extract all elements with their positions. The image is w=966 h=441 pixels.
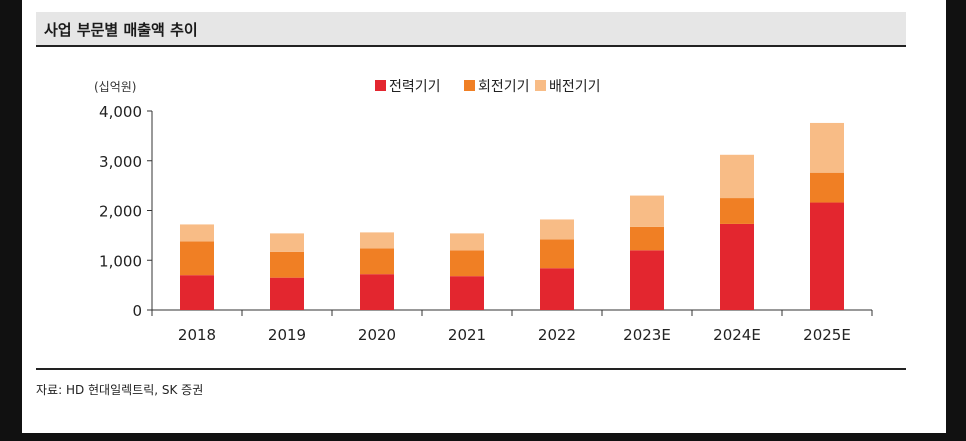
y-tick-label: 4,000 — [99, 103, 142, 121]
bar-segment — [360, 248, 394, 275]
legend-swatch — [535, 80, 546, 91]
title-bar: 사업 부문별 매출액 추이 — [36, 12, 906, 47]
bar-segment — [540, 239, 574, 269]
x-tick-label: 2019 — [268, 326, 306, 344]
bar-segment — [810, 172, 844, 203]
bar-segment — [450, 233, 484, 251]
x-tick-label: 2022 — [538, 326, 576, 344]
x-tick-label: 2021 — [448, 326, 486, 344]
bar-segment — [720, 154, 754, 199]
chart-card: 사업 부문별 매출액 추이 (십억원) 0 1,000 2,000 3,000 4,000… — [22, 0, 946, 433]
chart-title: 사업 부문별 매출액 추이 — [44, 21, 198, 39]
y-unit-label: (십억원) — [94, 80, 136, 94]
y-tick-label: 3,000 — [99, 153, 142, 171]
bar-segment — [270, 277, 304, 310]
bar-segment — [360, 232, 394, 249]
bar-segment — [270, 233, 304, 252]
legend-label: 전력기기 — [389, 79, 441, 95]
legend-label: 회전기기 — [478, 79, 530, 95]
bar-segment — [180, 224, 214, 242]
bar-segment — [810, 122, 844, 173]
legend-swatch — [464, 80, 475, 91]
bar-segment — [360, 274, 394, 310]
bar-segment — [630, 195, 664, 227]
y-tick-label: 2,000 — [99, 203, 142, 221]
bar-segment — [630, 226, 664, 251]
legend-label: 배전기기 — [549, 79, 601, 95]
bar-segment — [540, 219, 574, 240]
x-tick-label: 2023E — [623, 326, 671, 344]
source-divider — [36, 368, 906, 370]
bar-segment — [720, 223, 754, 310]
x-tick-label: 2025E — [803, 326, 851, 344]
y-tick-label: 1,000 — [99, 252, 142, 270]
bar-segment — [450, 250, 484, 277]
source-note: 자료: HD 현대일렉트릭, SK 증권 — [36, 383, 204, 397]
x-tick-label: 2018 — [178, 326, 216, 344]
bar-segment — [720, 198, 754, 224]
bar-segment — [540, 268, 574, 310]
bar-segment — [450, 276, 484, 310]
x-tick-label: 2020 — [358, 326, 396, 344]
bar-segment — [270, 251, 304, 278]
x-tick-label: 2024E — [713, 326, 761, 344]
bar-segment — [180, 241, 214, 276]
legend-swatch — [375, 80, 386, 91]
bar-segment — [810, 202, 844, 310]
y-tick-label: 0 — [132, 302, 142, 320]
bar-segment — [630, 250, 664, 310]
bar-segment — [180, 275, 214, 310]
stacked-bar-chart: (십억원) 0 1,000 2,000 3,000 4,000 2018 2019 2020 20… — [94, 79, 873, 344]
